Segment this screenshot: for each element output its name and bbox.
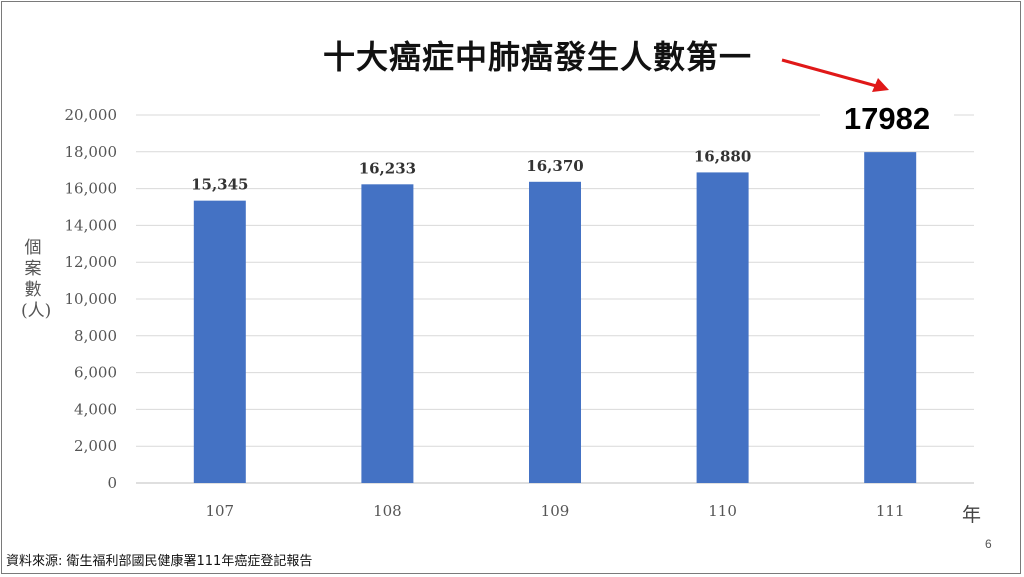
source-note: 資料來源: 衛生福利部國民健康署111年癌症登記報告 [6,554,313,569]
data-label: 16,880 [694,147,751,165]
x-tick-label: 109 [541,502,570,520]
slide-title: 十大癌症中肺癌發生人數第一 [322,38,752,76]
y-tick-label: 10,000 [65,290,118,308]
y-tick-label: 14,000 [65,216,118,234]
x-tick-label: 107 [205,502,234,520]
bar-107 [193,200,246,484]
data-label: 16,233 [359,159,416,177]
bar-111 [864,152,917,483]
x-tick-label: 108 [373,502,402,520]
bar-109 [529,181,581,484]
data-labels: 15,345 16,233 16,370 16,880 [191,147,751,193]
bar-110 [696,172,749,483]
y-tick-label: 4,000 [74,400,117,418]
bar-108 [361,184,414,483]
y-tick-label: 2,000 [74,437,117,455]
x-tick-label: 111 [876,502,905,520]
y-tick-label: 16,000 [65,180,118,198]
x-tick-labels: 107 108 109 110 111 [205,502,904,520]
y-tick-label: 20,000 [65,106,118,124]
y-tick-label: 12,000 [65,253,118,271]
y-tick-label: 18,000 [65,143,118,161]
highlight-value: 17982 [843,101,931,136]
y-tick-label: 6,000 [74,364,117,382]
page-number: 6 [985,537,992,551]
x-axis-label: 年 [962,504,982,526]
y-tick-label: 0 [107,474,117,492]
y-tick-label: 8,000 [74,327,117,345]
bars [193,152,917,484]
y-tick-labels: 0 2,000 4,000 6,000 8,000 10,000 12,000 14,000 1… [65,106,118,492]
y-axis-label: 個案數(人) [21,238,52,321]
highlight-callout: 17982 [820,95,954,147]
data-label: 15,345 [191,176,248,194]
data-label: 16,370 [526,157,583,175]
x-tick-label: 110 [708,502,737,520]
